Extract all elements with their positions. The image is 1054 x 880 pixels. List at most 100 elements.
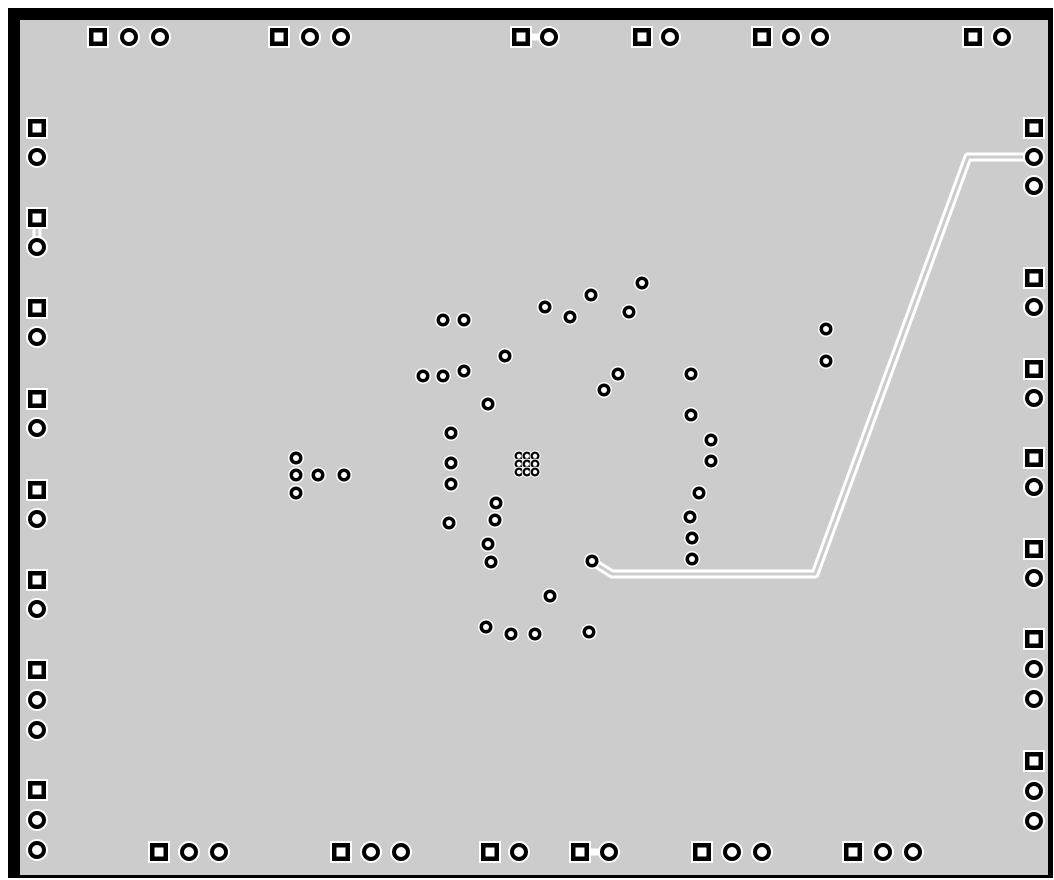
square-pad	[1023, 628, 1045, 650]
round-pad	[26, 839, 48, 861]
round-pad	[208, 841, 230, 863]
round-pad	[26, 326, 48, 348]
round-pad	[26, 719, 48, 741]
pin-header	[751, 26, 831, 48]
via	[503, 626, 519, 642]
pin-header	[1023, 117, 1045, 197]
round-pad	[902, 841, 924, 863]
thermal-via	[521, 450, 533, 462]
via	[683, 407, 699, 423]
pin-header	[26, 779, 48, 861]
via	[443, 425, 459, 441]
trace-layer	[32, 33, 1039, 856]
round-pad	[26, 598, 48, 620]
pin-header	[268, 26, 352, 48]
square-pad	[962, 26, 984, 48]
round-pad	[1023, 175, 1045, 197]
round-pad	[360, 841, 382, 863]
square-pad	[26, 388, 48, 410]
square-pad	[87, 26, 109, 48]
round-pad	[1023, 476, 1045, 498]
round-pad	[1023, 658, 1045, 680]
thermal-via	[521, 458, 533, 470]
square-pad	[1023, 750, 1045, 772]
square-pad	[148, 841, 170, 863]
via-layer	[288, 275, 834, 642]
via	[497, 348, 513, 364]
thermal-via	[513, 458, 525, 470]
via	[682, 509, 698, 525]
thermal-via	[521, 466, 533, 478]
via	[480, 396, 496, 412]
round-pad	[991, 26, 1013, 48]
round-pad	[26, 236, 48, 258]
round-pad	[178, 841, 200, 863]
round-pad	[809, 26, 831, 48]
via	[415, 368, 431, 384]
round-pad	[330, 26, 352, 48]
via	[435, 312, 451, 328]
round-pad	[390, 841, 412, 863]
via	[443, 476, 459, 492]
via	[703, 453, 719, 469]
round-pad	[299, 26, 321, 48]
thermal-via	[529, 458, 541, 470]
via	[483, 554, 499, 570]
via	[288, 467, 304, 483]
via	[336, 467, 352, 483]
round-pad	[1023, 780, 1045, 802]
square-pad	[1023, 267, 1045, 289]
pin-header	[479, 841, 530, 863]
square-pad	[26, 297, 48, 319]
round-pad	[721, 841, 743, 863]
thermal-via	[529, 466, 541, 478]
square-pad	[26, 479, 48, 501]
pin-header	[842, 841, 924, 863]
pin-header	[148, 841, 230, 863]
round-pad	[780, 26, 802, 48]
via	[456, 312, 472, 328]
via	[480, 536, 496, 552]
via	[527, 626, 543, 642]
thermal-via	[529, 450, 541, 462]
square-pad	[479, 841, 501, 863]
square-pad	[691, 841, 713, 863]
thermal-via	[513, 466, 525, 478]
via	[583, 287, 599, 303]
thermal-via	[513, 450, 525, 462]
square-pad	[26, 779, 48, 801]
copper-plane	[20, 20, 1048, 875]
round-pad	[26, 809, 48, 831]
square-pad	[26, 659, 48, 681]
via	[443, 455, 459, 471]
pin-header	[330, 841, 412, 863]
via	[683, 366, 699, 382]
square-pad	[1023, 117, 1045, 139]
square-pad	[1023, 358, 1045, 380]
pin-header	[26, 659, 48, 741]
via	[478, 619, 494, 635]
pin-header	[1023, 538, 1045, 589]
round-pad	[26, 508, 48, 530]
pin-header	[26, 569, 48, 620]
square-pad	[510, 26, 532, 48]
pin-header	[631, 26, 681, 48]
round-pad	[508, 841, 530, 863]
pin-header	[26, 388, 48, 439]
header-layer	[26, 26, 1045, 863]
square-pad	[268, 26, 290, 48]
via	[441, 515, 457, 531]
square-pad	[1023, 538, 1045, 560]
round-pad	[598, 841, 620, 863]
via	[456, 363, 472, 379]
pin-header	[26, 207, 48, 258]
round-pad	[26, 689, 48, 711]
pin-header	[1023, 750, 1045, 832]
square-pad	[569, 841, 591, 863]
square-pad	[26, 569, 48, 591]
via	[310, 467, 326, 483]
pin-header	[1023, 447, 1045, 498]
round-pad	[538, 26, 560, 48]
round-pad	[1023, 387, 1045, 409]
